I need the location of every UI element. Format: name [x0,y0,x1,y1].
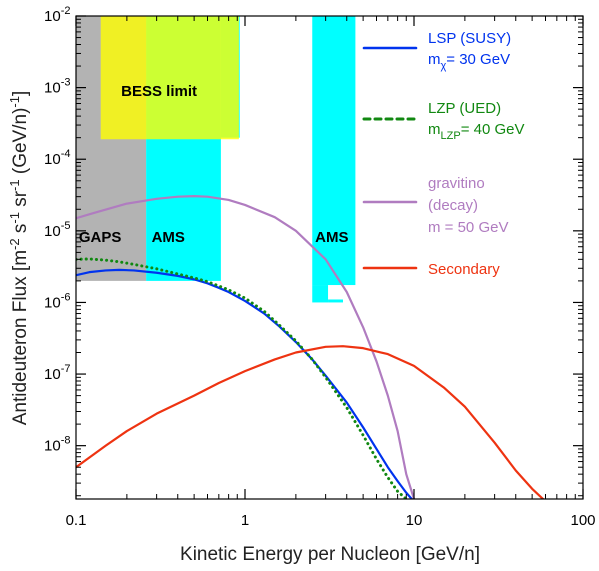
region-extension-5 [328,299,343,303]
region-label-ams: AMS [315,229,348,246]
legend-mass-lzp: mLZP= 40 GeV [428,121,524,142]
region-label-bess-limit: BESS limit [121,83,197,100]
legend-label-lzp: LZP (UED) [428,100,501,117]
axis-ticks: 0.1 1 10 100 10-8 10-7 10-6 10-5 10-4 10-3 10-2 [44,5,596,529]
region-label-ams: AMS [152,229,185,246]
legend: LSP (SUSY) mχ= 30 GeV LZP (UED) mLZP= 40 Ge… [362,30,524,278]
legend-label-gravitino-line2: (decay) [428,197,478,214]
flux-curves [76,195,545,499]
y-tick-label: 10-7 [44,363,70,383]
y-tick-label: 10-4 [44,148,70,168]
series-line-lsp-susy [76,268,413,499]
region-ams-3 [312,16,356,286]
y-tick-label: 10-5 [44,220,70,240]
region-bess-limit-6 [100,16,239,140]
sensitivity-regions [76,16,356,303]
legend-label-secondary: Secondary [428,261,500,278]
region-labels: GAPS AMS AMS BESS limit [79,83,349,246]
series-line-gravitino [76,195,416,499]
region-extension-4 [312,285,329,303]
series-line-lzp-ued [76,257,408,499]
series-line-secondary [76,345,545,499]
legend-label-lsp: LSP (SUSY) [428,30,511,47]
region-label-gaps: GAPS [79,229,122,246]
y-tick-label: 10-6 [44,291,70,311]
y-axis-title: Antideuteron Flux [m-2 s-1 sr-1 (GeV/n)-… [7,91,31,426]
y-tick-label: 10-2 [44,5,70,25]
legend-mass-lsp: mχ= 30 GeV [428,51,510,72]
legend-label-gravitino-line3: m = 50 GeV [428,219,508,236]
x-tick-label: 100 [570,512,595,529]
plot-frame [75,15,584,500]
legend-label-gravitino: gravitino [428,175,485,192]
y-tick-label: 10-3 [44,77,70,97]
x-tick-label: 0.1 [66,512,87,529]
x-tick-label: 10 [406,512,423,529]
x-tick-label: 1 [241,512,249,529]
x-axis-title: Kinetic Energy per Nucleon [GeV/n] [180,544,480,565]
y-tick-label: 10-8 [44,435,70,455]
